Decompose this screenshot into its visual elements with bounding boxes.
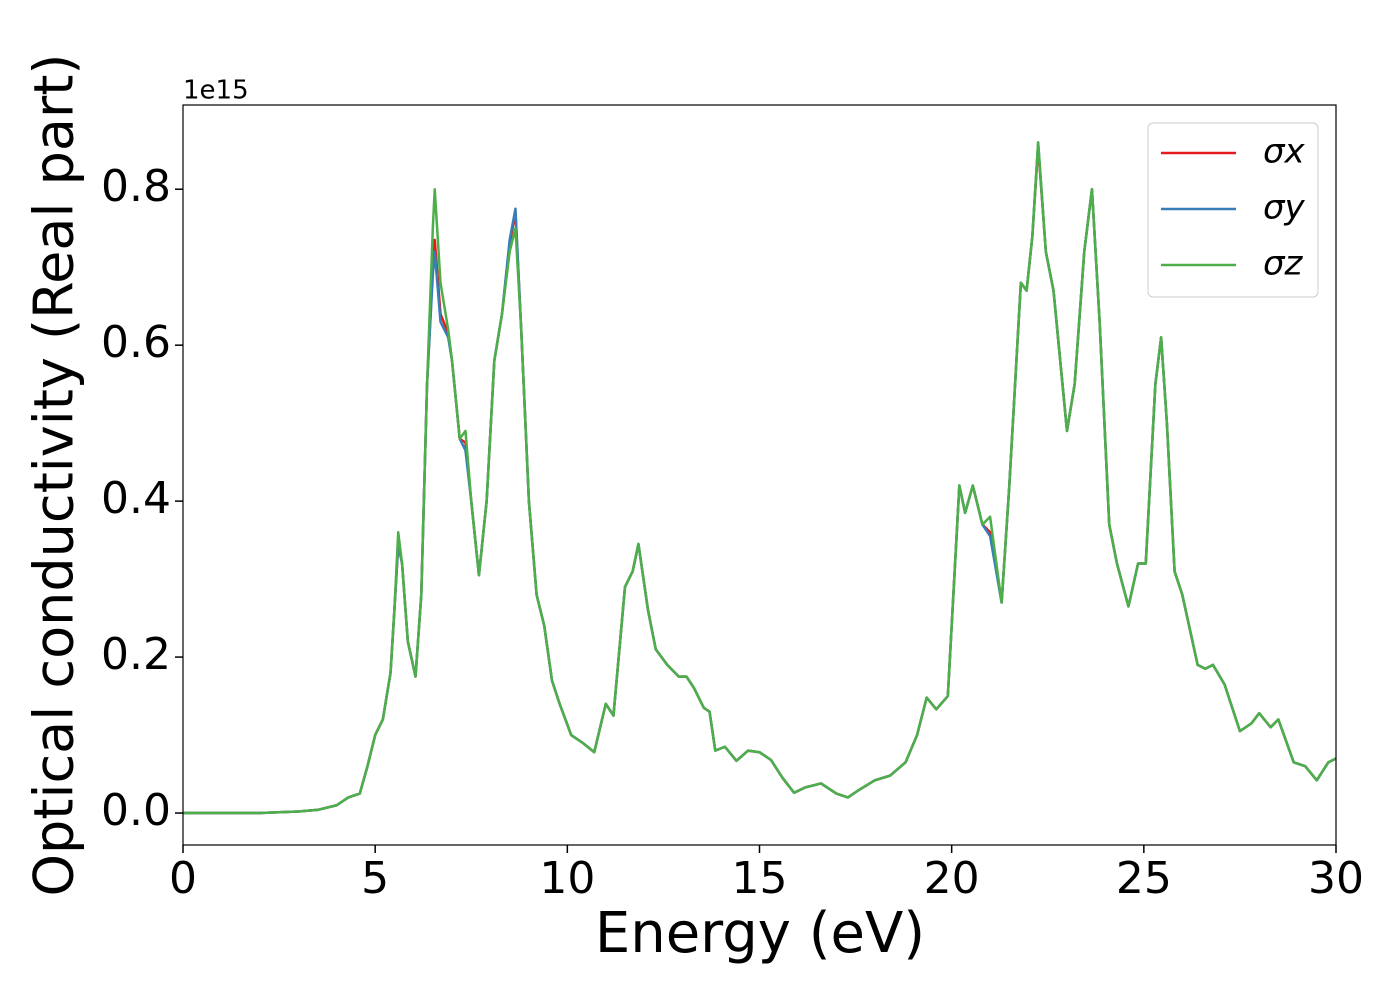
y-tick-label: 0.4 — [101, 473, 171, 524]
legend-label: σy — [1263, 188, 1306, 228]
x-tick-label: 20 — [924, 853, 980, 904]
y-tick-label: 0.6 — [101, 317, 171, 368]
y-tick-label: 0.0 — [101, 785, 171, 836]
y-tick-label: 0.8 — [101, 161, 171, 212]
plot-frame — [182, 104, 1337, 846]
series-line — [183, 141, 1336, 815]
y-tick-label: 0.2 — [101, 629, 171, 680]
y-axis-label: Optical conductivity (Real part) — [23, 54, 86, 897]
y-offset-label: 1e15 — [183, 76, 249, 106]
x-tick-label: 15 — [732, 853, 788, 904]
x-tick-label: 10 — [539, 853, 595, 904]
x-tick-label: 0 — [169, 853, 197, 904]
x-tick-label: 25 — [1116, 853, 1172, 904]
x-tick-label: 5 — [361, 853, 389, 904]
x-tick-label: 30 — [1308, 853, 1364, 904]
legend-label: σx — [1263, 132, 1306, 172]
x-axis-label: Energy (eV) — [595, 901, 925, 966]
legend-label: σz — [1263, 244, 1304, 284]
